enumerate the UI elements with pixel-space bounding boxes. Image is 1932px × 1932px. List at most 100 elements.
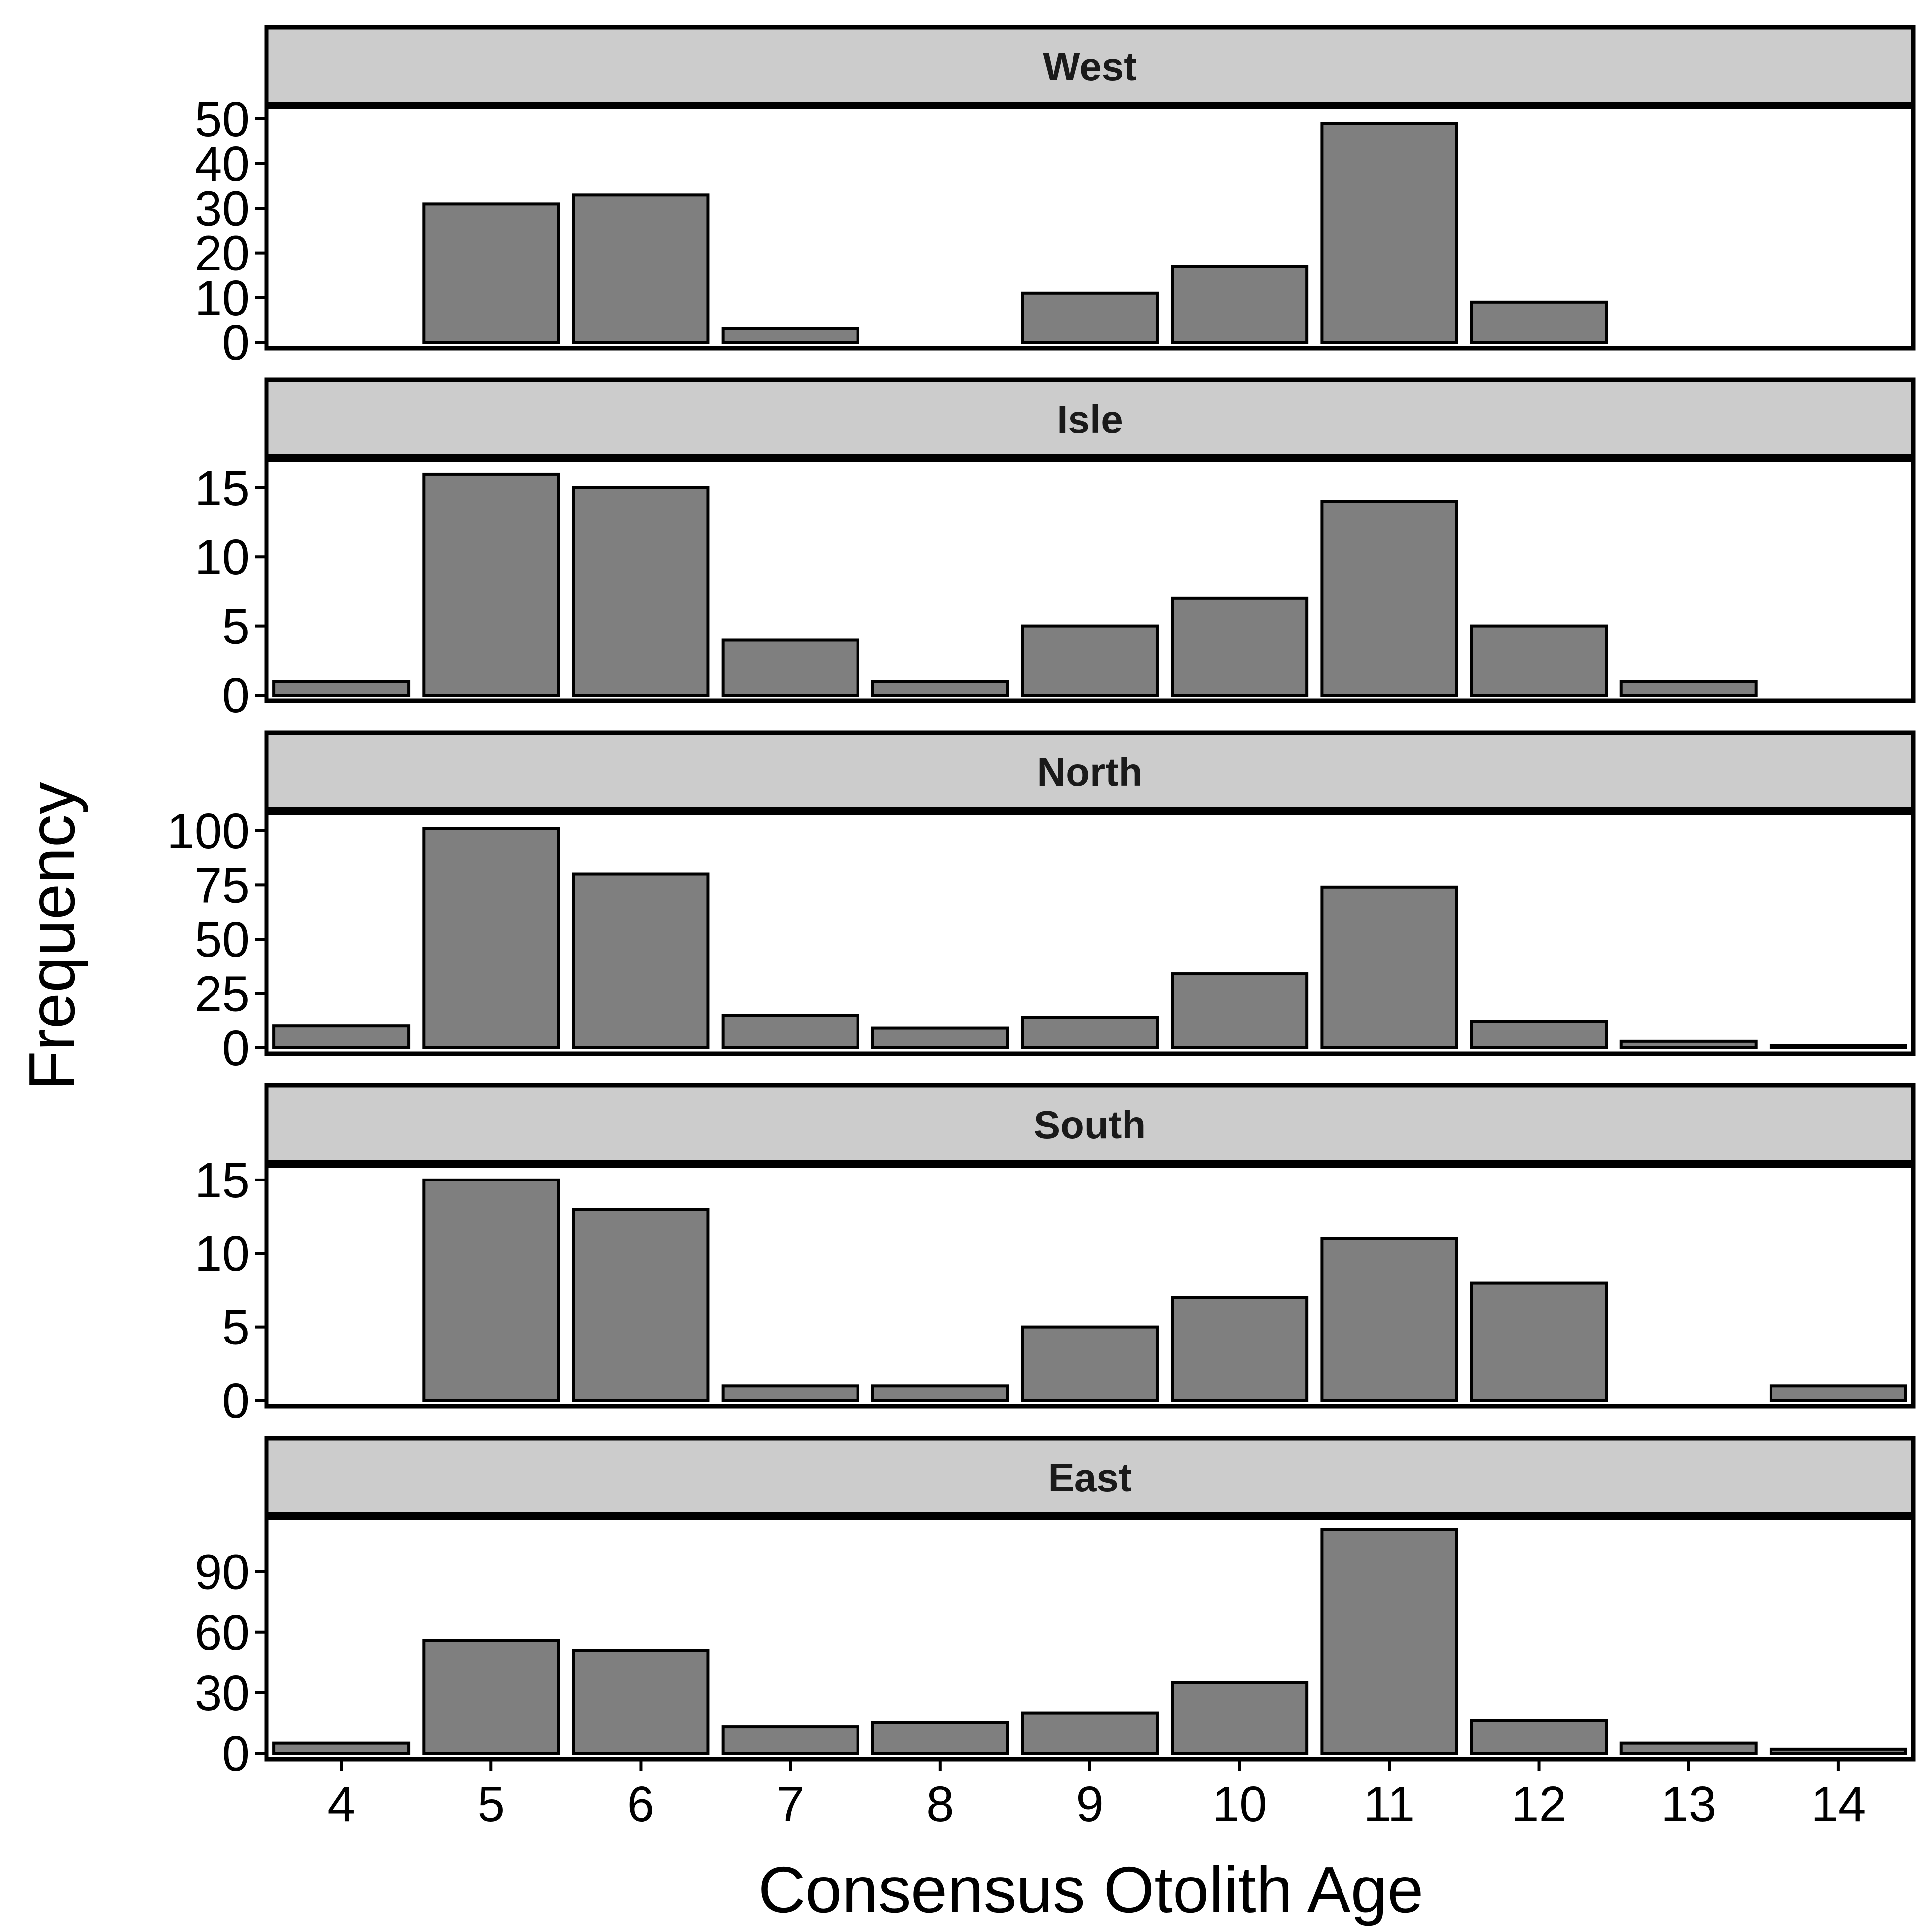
- bar-4: [272, 680, 411, 697]
- bar-8: [871, 1384, 1009, 1402]
- x-tick-label-6: 6: [627, 1776, 655, 1832]
- bar-7: [721, 1014, 859, 1049]
- bar-7: [721, 1725, 859, 1755]
- y-tick-label: 10: [195, 1226, 250, 1282]
- bar-14: [1769, 1384, 1907, 1402]
- y-tick-label: 90: [195, 1545, 250, 1600]
- bar-12: [1470, 1020, 1608, 1049]
- bar-10: [1171, 1296, 1309, 1402]
- x-tick-label-9: 9: [1076, 1776, 1104, 1832]
- x-axis: 4 5 6 7 8 9 10 11 12 13 14: [327, 1759, 1866, 1832]
- bar-5: [422, 1178, 560, 1402]
- bar-4: [272, 1024, 411, 1049]
- bar-11: [1320, 122, 1458, 344]
- bar-12: [1470, 624, 1608, 697]
- bar-8: [871, 680, 1009, 697]
- bar-6: [572, 1649, 710, 1755]
- y-tick-label: 0: [222, 315, 250, 371]
- bar-12: [1470, 1281, 1608, 1402]
- y-tick-label: 60: [195, 1605, 250, 1661]
- bar-5: [422, 1639, 560, 1755]
- y-tick-label: 0: [222, 1726, 250, 1781]
- x-tick-label-11: 11: [1363, 1776, 1415, 1832]
- y-tick-label: 5: [222, 1300, 250, 1355]
- bar-8: [871, 1026, 1009, 1050]
- strip-background: [264, 730, 1916, 813]
- strip-background: [264, 1083, 1916, 1166]
- strip-background: [264, 25, 1916, 108]
- panel-isle: Isle 0 5 10 15: [195, 377, 1916, 723]
- y-tick-label: 10: [195, 530, 250, 585]
- bar-5: [422, 827, 560, 1049]
- bar-6: [572, 193, 710, 344]
- bar-6: [572, 486, 710, 697]
- bar-8: [871, 1721, 1009, 1755]
- bar-5: [422, 472, 560, 697]
- y-tick-label: 10: [195, 270, 250, 326]
- y-tick-label: 50: [195, 912, 250, 967]
- bar-9: [1021, 1016, 1159, 1050]
- x-tick-label-10: 10: [1212, 1776, 1267, 1832]
- bar-9: [1021, 1711, 1159, 1755]
- panel-south: South 0 5 10 15: [195, 1083, 1916, 1429]
- bar-10: [1171, 972, 1309, 1049]
- bar-6: [572, 1208, 710, 1402]
- bar-13: [1619, 1039, 1758, 1050]
- y-tick-label: 30: [195, 181, 250, 236]
- bar-7: [721, 638, 859, 697]
- bar-14: [1769, 1044, 1907, 1050]
- y-tick-label: 40: [195, 136, 250, 192]
- bar-7: [721, 327, 859, 344]
- x-tick-label-13: 13: [1661, 1776, 1716, 1832]
- bar-13: [1619, 1741, 1758, 1755]
- x-tick-label-8: 8: [926, 1776, 954, 1832]
- strip-label: East: [1048, 1455, 1132, 1500]
- bar-11: [1320, 1528, 1458, 1755]
- bar-11: [1320, 1237, 1458, 1402]
- bar-9: [1021, 1325, 1159, 1402]
- x-tick-label-5: 5: [477, 1776, 505, 1832]
- y-tick-label: 0: [222, 1373, 250, 1429]
- bar-12: [1470, 300, 1608, 344]
- bar-9: [1021, 291, 1159, 344]
- strip-label: North: [1037, 750, 1142, 794]
- bar-7: [721, 1384, 859, 1402]
- y-tick-label: 0: [222, 1020, 250, 1076]
- x-tick-label-12: 12: [1511, 1776, 1566, 1832]
- bar-10: [1171, 265, 1309, 344]
- y-tick-label: 20: [195, 226, 250, 281]
- x-tick-label-4: 4: [327, 1776, 355, 1832]
- panels-group: West01020304050Isle051015North0255075100…: [167, 25, 1916, 1781]
- strip-label: Isle: [1057, 397, 1123, 441]
- y-tick-label: 75: [195, 858, 250, 913]
- x-tick-label-7: 7: [777, 1776, 805, 1832]
- y-axis-title: Frequency: [15, 782, 88, 1091]
- y-tick-label: 15: [195, 461, 250, 516]
- bar-11: [1320, 500, 1458, 697]
- bar-9: [1021, 624, 1159, 697]
- bar-12: [1470, 1719, 1608, 1755]
- strip-label: South: [1034, 1103, 1146, 1147]
- bar-14: [1769, 1747, 1907, 1755]
- x-tick-label-14: 14: [1811, 1776, 1866, 1832]
- bar-4: [272, 1741, 411, 1755]
- y-tick-label: 0: [222, 668, 250, 723]
- bar-10: [1171, 1681, 1309, 1755]
- y-tick-label: 15: [195, 1153, 250, 1208]
- strip-background: [264, 377, 1916, 461]
- bar-5: [422, 202, 560, 344]
- x-axis-title: Consensus Otolith Age: [758, 1853, 1424, 1926]
- y-tick-label: 100: [167, 804, 250, 859]
- strip-label: West: [1043, 45, 1137, 89]
- bar-13: [1619, 680, 1758, 697]
- y-tick-label: 25: [195, 966, 250, 1021]
- y-tick-label: 5: [222, 599, 250, 654]
- bar-11: [1320, 885, 1458, 1050]
- y-tick-label: 30: [195, 1665, 250, 1721]
- bar-6: [572, 872, 710, 1049]
- y-tick-label: 50: [195, 92, 250, 147]
